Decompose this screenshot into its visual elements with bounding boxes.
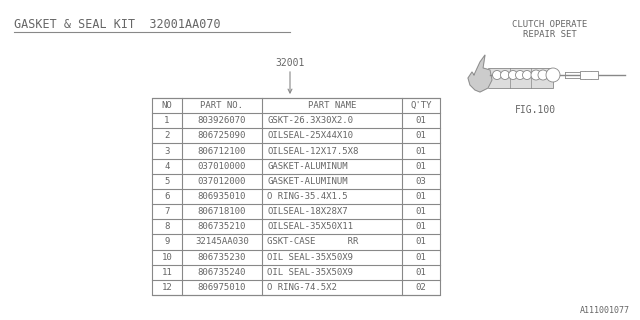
Text: 806735240: 806735240 — [198, 268, 246, 277]
Text: 11: 11 — [162, 268, 172, 277]
Text: 9: 9 — [164, 237, 170, 246]
Text: 32001: 32001 — [275, 58, 305, 68]
Text: 01: 01 — [415, 192, 426, 201]
Text: 01: 01 — [415, 252, 426, 262]
Text: 806935010: 806935010 — [198, 192, 246, 201]
Text: 01: 01 — [415, 222, 426, 231]
Text: OILSEAL-35X50X11: OILSEAL-35X50X11 — [267, 222, 353, 231]
Circle shape — [531, 70, 541, 80]
Circle shape — [500, 70, 509, 79]
Text: CLUTCH OPERATE: CLUTCH OPERATE — [513, 20, 588, 29]
Text: PART NO.: PART NO. — [200, 101, 243, 110]
Text: O RING-35.4X1.5: O RING-35.4X1.5 — [267, 192, 348, 201]
Text: NO: NO — [162, 101, 172, 110]
Text: 02: 02 — [415, 283, 426, 292]
Text: FIG.100: FIG.100 — [515, 105, 556, 115]
Bar — [580, 71, 598, 79]
Text: 037012000: 037012000 — [198, 177, 246, 186]
Text: Q'TY: Q'TY — [410, 101, 432, 110]
Text: OILSEAL-12X17.5X8: OILSEAL-12X17.5X8 — [267, 147, 358, 156]
Text: OILSEAL-18X28X7: OILSEAL-18X28X7 — [267, 207, 348, 216]
Text: 01: 01 — [415, 147, 426, 156]
Text: GSKT-CASE      RR: GSKT-CASE RR — [267, 237, 358, 246]
Circle shape — [546, 68, 560, 82]
Text: 01: 01 — [415, 116, 426, 125]
Text: 01: 01 — [415, 237, 426, 246]
Text: PART NAME: PART NAME — [308, 101, 356, 110]
Text: GSKT-26.3X30X2.0: GSKT-26.3X30X2.0 — [267, 116, 353, 125]
Circle shape — [538, 70, 548, 80]
Text: 806725090: 806725090 — [198, 132, 246, 140]
Text: 03: 03 — [415, 177, 426, 186]
Circle shape — [493, 70, 502, 79]
Text: 4: 4 — [164, 162, 170, 171]
Text: O RING-74.5X2: O RING-74.5X2 — [267, 283, 337, 292]
Text: 32145AA030: 32145AA030 — [195, 237, 249, 246]
Text: 7: 7 — [164, 207, 170, 216]
Text: 8: 8 — [164, 222, 170, 231]
Bar — [152, 98, 440, 295]
Text: 806718100: 806718100 — [198, 207, 246, 216]
Text: 806975010: 806975010 — [198, 283, 246, 292]
Text: A111001077: A111001077 — [580, 306, 630, 315]
Text: OIL SEAL-35X50X9: OIL SEAL-35X50X9 — [267, 268, 353, 277]
Text: 2: 2 — [164, 132, 170, 140]
Text: GASKET-ALUMINUM: GASKET-ALUMINUM — [267, 162, 348, 171]
Text: 6: 6 — [164, 192, 170, 201]
Polygon shape — [468, 55, 492, 92]
Text: 806735230: 806735230 — [198, 252, 246, 262]
Text: 01: 01 — [415, 162, 426, 171]
Text: 803926070: 803926070 — [198, 116, 246, 125]
Text: 10: 10 — [162, 252, 172, 262]
Text: 01: 01 — [415, 207, 426, 216]
Text: 806712100: 806712100 — [198, 147, 246, 156]
Circle shape — [515, 70, 525, 79]
Text: 12: 12 — [162, 283, 172, 292]
Text: REPAIR SET: REPAIR SET — [523, 30, 577, 39]
Text: OILSEAL-25X44X10: OILSEAL-25X44X10 — [267, 132, 353, 140]
Circle shape — [509, 70, 518, 79]
Text: GASKET-ALUMINUM: GASKET-ALUMINUM — [267, 177, 348, 186]
Text: 5: 5 — [164, 177, 170, 186]
Text: GASKET & SEAL KIT  32001AA070: GASKET & SEAL KIT 32001AA070 — [14, 18, 221, 31]
Bar — [488, 68, 553, 88]
Text: 1: 1 — [164, 116, 170, 125]
Circle shape — [522, 70, 531, 79]
Text: 01: 01 — [415, 132, 426, 140]
Text: 806735210: 806735210 — [198, 222, 246, 231]
Text: 3: 3 — [164, 147, 170, 156]
Text: 037010000: 037010000 — [198, 162, 246, 171]
Text: 01: 01 — [415, 268, 426, 277]
Text: OIL SEAL-35X50X9: OIL SEAL-35X50X9 — [267, 252, 353, 262]
